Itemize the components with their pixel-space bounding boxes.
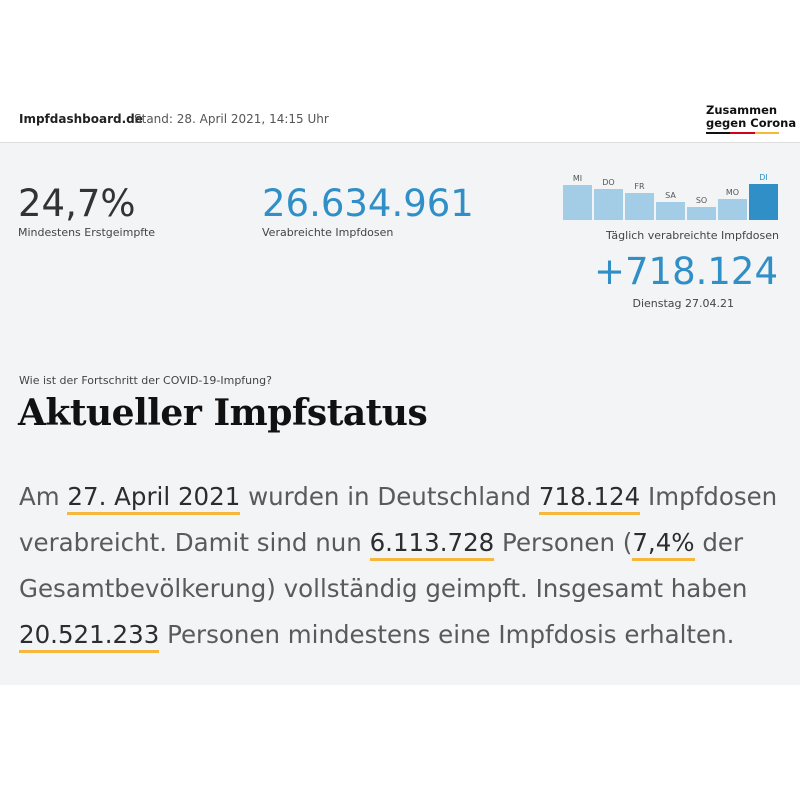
- stat-total-doses: 26.634.961 Verabreichte Impfdosen: [262, 182, 474, 240]
- daily-bar-mo: [718, 199, 747, 220]
- daily-bar-label: DI: [759, 173, 768, 182]
- daily-bar-mi: [563, 185, 592, 220]
- daily-bar-label: DO: [602, 178, 615, 187]
- stat-label: Verabreichte Impfdosen: [262, 226, 394, 239]
- text: der Gesamtbevölkerung) vollständig geimp…: [19, 528, 748, 603]
- text: Personen mindestens eine Impfdosis erhal…: [159, 620, 735, 649]
- header: Impfdashboard.de Stand: 28. April 2021, …: [0, 0, 800, 143]
- logo-line-1: Zusammen: [706, 103, 778, 117]
- stat-value: 26.634.961: [262, 182, 474, 225]
- daily-bar-label: SA: [665, 191, 676, 200]
- daily-bar-do: [594, 189, 623, 220]
- highlight-first-dose: 20.521.233: [19, 620, 160, 653]
- stat-label: Mindestens Erstgeimpfte: [18, 226, 156, 239]
- text: Am: [19, 482, 68, 511]
- daily-doses-date: Dienstag 27.04.21: [632, 297, 734, 310]
- stat-value: 24,7%: [18, 182, 136, 225]
- dashboard-main: [0, 143, 800, 685]
- daily-bar-di: [749, 184, 778, 220]
- site-brand-link[interactable]: Impfdashboard.de: [19, 112, 143, 126]
- logo-line-2: gegen Corona: [706, 116, 797, 130]
- flag-stripe: [706, 132, 779, 134]
- daily-bar-so: [687, 207, 716, 220]
- daily-doses-value: +718.124: [593, 250, 778, 293]
- daily-bar-label: FR: [634, 182, 645, 191]
- daily-bar-label: SO: [695, 196, 708, 205]
- daily-bar-sa: [656, 202, 685, 220]
- text: wurden in Deutschland: [240, 482, 539, 511]
- daily-bar-label: MI: [572, 174, 583, 183]
- section-question: Wie ist der Fortschritt der COVID-19-Imp…: [19, 374, 272, 387]
- highlight-fully-vaccinated: 6.113.728: [369, 528, 495, 561]
- highlight-percent: 7,4%: [632, 528, 695, 561]
- page-title: Aktueller Impfstatus: [18, 392, 428, 434]
- text: Impfdosen verabreicht. Damit sind nun: [19, 482, 778, 557]
- stat-first-vaccinated: 24,7% Mindestens Erstgeimpfte: [18, 182, 156, 240]
- zusammen-gegen-corona-logo[interactable]: Zusammen gegen Corona: [706, 104, 796, 134]
- daily-chart-label: Täglich verabreichte Impfdosen: [605, 229, 779, 242]
- highlight-daily-doses: 718.124: [538, 482, 641, 515]
- daily-bar-fr: [625, 193, 654, 220]
- daily-doses-chart: MI DO FR SA SO MO DI: [563, 170, 779, 220]
- data-timestamp: Stand: 28. April 2021, 14:15 Uhr: [134, 112, 329, 126]
- highlight-date: 27. April 2021: [67, 482, 241, 515]
- text: Personen (: [494, 528, 633, 557]
- status-summary: Am 27. April 2021 wurden in Deutschland …: [19, 474, 789, 658]
- daily-bar-label: MO: [725, 188, 740, 197]
